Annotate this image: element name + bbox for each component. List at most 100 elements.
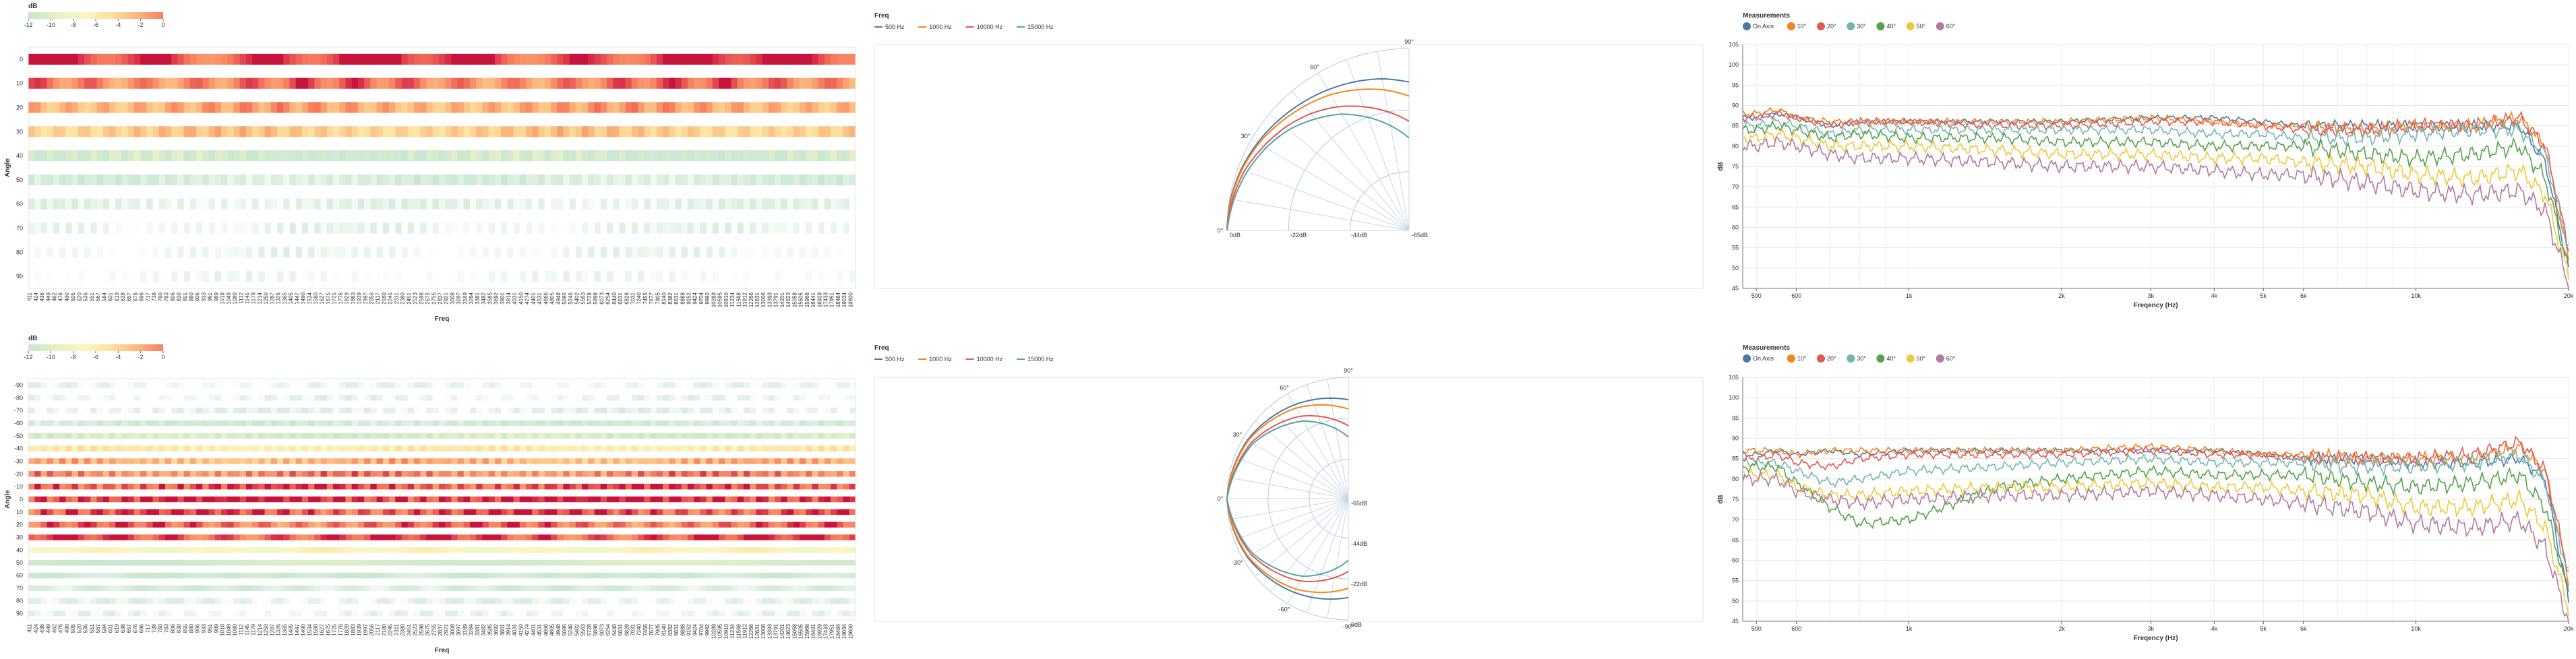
heatmap-cell (121, 445, 129, 451)
heatmap-cell (314, 610, 322, 617)
heatmap-cell (364, 174, 371, 185)
heatmap-cell (557, 458, 564, 464)
heatmap-cell (252, 198, 259, 210)
heatmap-cell (712, 198, 719, 210)
heatmap-cell (694, 53, 700, 65)
x-tick-label: 1365 (282, 292, 288, 304)
heatmap-cell (638, 598, 645, 604)
heatmap-cell (557, 395, 564, 401)
x-tick-label: 12631 (754, 292, 760, 307)
heatmap-cell (725, 420, 731, 427)
heatmap-cell (582, 126, 589, 137)
heatmap-cell (775, 198, 781, 210)
x-tick-label: 19600 (847, 623, 853, 639)
heatmap-cell (563, 271, 570, 282)
heatmap-cell (71, 559, 79, 566)
heatmap-cell (799, 382, 806, 388)
heatmap-cell (283, 150, 290, 162)
heatmap-cell (544, 247, 551, 258)
heatmap-cell (389, 572, 396, 579)
heatmap-cell (463, 420, 471, 427)
heatmap-cell (308, 433, 315, 439)
heatmap-cell (84, 610, 91, 617)
heatmap-cell (78, 382, 85, 388)
heatmap-cell (575, 126, 582, 137)
heatmap-cell (183, 198, 191, 210)
polar-grid-spoke (1230, 198, 1410, 231)
heatmap-cell (526, 247, 533, 258)
heatmap-cell (401, 53, 409, 65)
heatmap-cell (806, 198, 812, 210)
heatmap-cell (53, 433, 60, 439)
heatmap-cell (482, 77, 489, 89)
heatmap-cell (582, 522, 589, 528)
heatmap-cell (208, 407, 216, 414)
heatmap-cell (53, 126, 60, 137)
heatmap-cell (40, 126, 48, 137)
heatmap-cell (438, 395, 446, 401)
heatmap-cell (787, 433, 794, 439)
heatmap-cell (737, 458, 744, 464)
x-tick-label: 5563 (580, 623, 587, 635)
heatmap-cell (326, 559, 334, 566)
heatmap-cell (538, 382, 545, 388)
heatmap-cell (700, 174, 707, 185)
heatmap-cell (569, 483, 576, 490)
heatmap-cell (700, 247, 707, 258)
x-tick-label: 738 (151, 292, 157, 301)
heatmap-cell (339, 247, 346, 258)
heatmap-cell (849, 395, 856, 401)
heatmap-cell (532, 610, 539, 617)
x-tick-label: 830 (176, 623, 182, 633)
heatmap-cell (719, 483, 725, 490)
heatmap-cell (121, 407, 129, 414)
heatmap-cell (482, 572, 489, 579)
x-tick-label: 2598 (419, 292, 425, 304)
heatmap-cell (277, 150, 284, 162)
heatmap-cell (189, 483, 197, 490)
heatmap-cell (326, 572, 334, 579)
heatmap-cell (208, 247, 216, 258)
heatmap-cell (457, 598, 465, 604)
heatmap-cell (669, 458, 676, 464)
heatmap-cell (152, 247, 160, 258)
heatmap-cell (177, 222, 185, 234)
heatmap-cell (395, 458, 402, 464)
heatmap-cell (127, 534, 135, 540)
heatmap-cell (513, 483, 520, 490)
heatmap-cell (451, 174, 458, 185)
heatmap-cell (606, 395, 613, 401)
heatmap-cell (681, 174, 688, 185)
heatmap-cell (743, 174, 750, 185)
heatmap-cell (575, 559, 582, 566)
heatmap-cell (799, 407, 806, 414)
heatmap-cell (781, 598, 787, 604)
heatmap-cell (737, 247, 744, 258)
heatmap-cell (768, 547, 775, 553)
legend-label: On Axis (1753, 355, 1774, 362)
heatmap-cell (482, 547, 489, 553)
heatmap-cell (301, 407, 309, 414)
heatmap-cell (806, 458, 812, 464)
heatmap-cell (364, 559, 371, 566)
heatmap-cell (389, 559, 396, 566)
heatmap-cell (675, 598, 682, 604)
heatmap-cell (775, 53, 781, 65)
heatmap-cell (507, 222, 514, 234)
heatmap-cell (140, 559, 147, 566)
heatmap-cell (638, 247, 645, 258)
heatmap-cell (631, 433, 638, 439)
heatmap-cell (588, 559, 595, 566)
heatmap-cell (563, 547, 570, 553)
heatmap-cell (806, 53, 812, 65)
heatmap-cell (295, 102, 303, 113)
heatmap-cell (712, 598, 719, 604)
heatmap-cell (183, 102, 191, 113)
heatmap-cell (488, 471, 496, 477)
heatmap-cell (90, 483, 97, 490)
heatmap-cell (208, 534, 216, 540)
heatmap-cell (706, 53, 713, 65)
heatmap-cell (588, 271, 595, 282)
heatmap-cell (314, 572, 322, 579)
heatmap-cell (239, 126, 247, 137)
